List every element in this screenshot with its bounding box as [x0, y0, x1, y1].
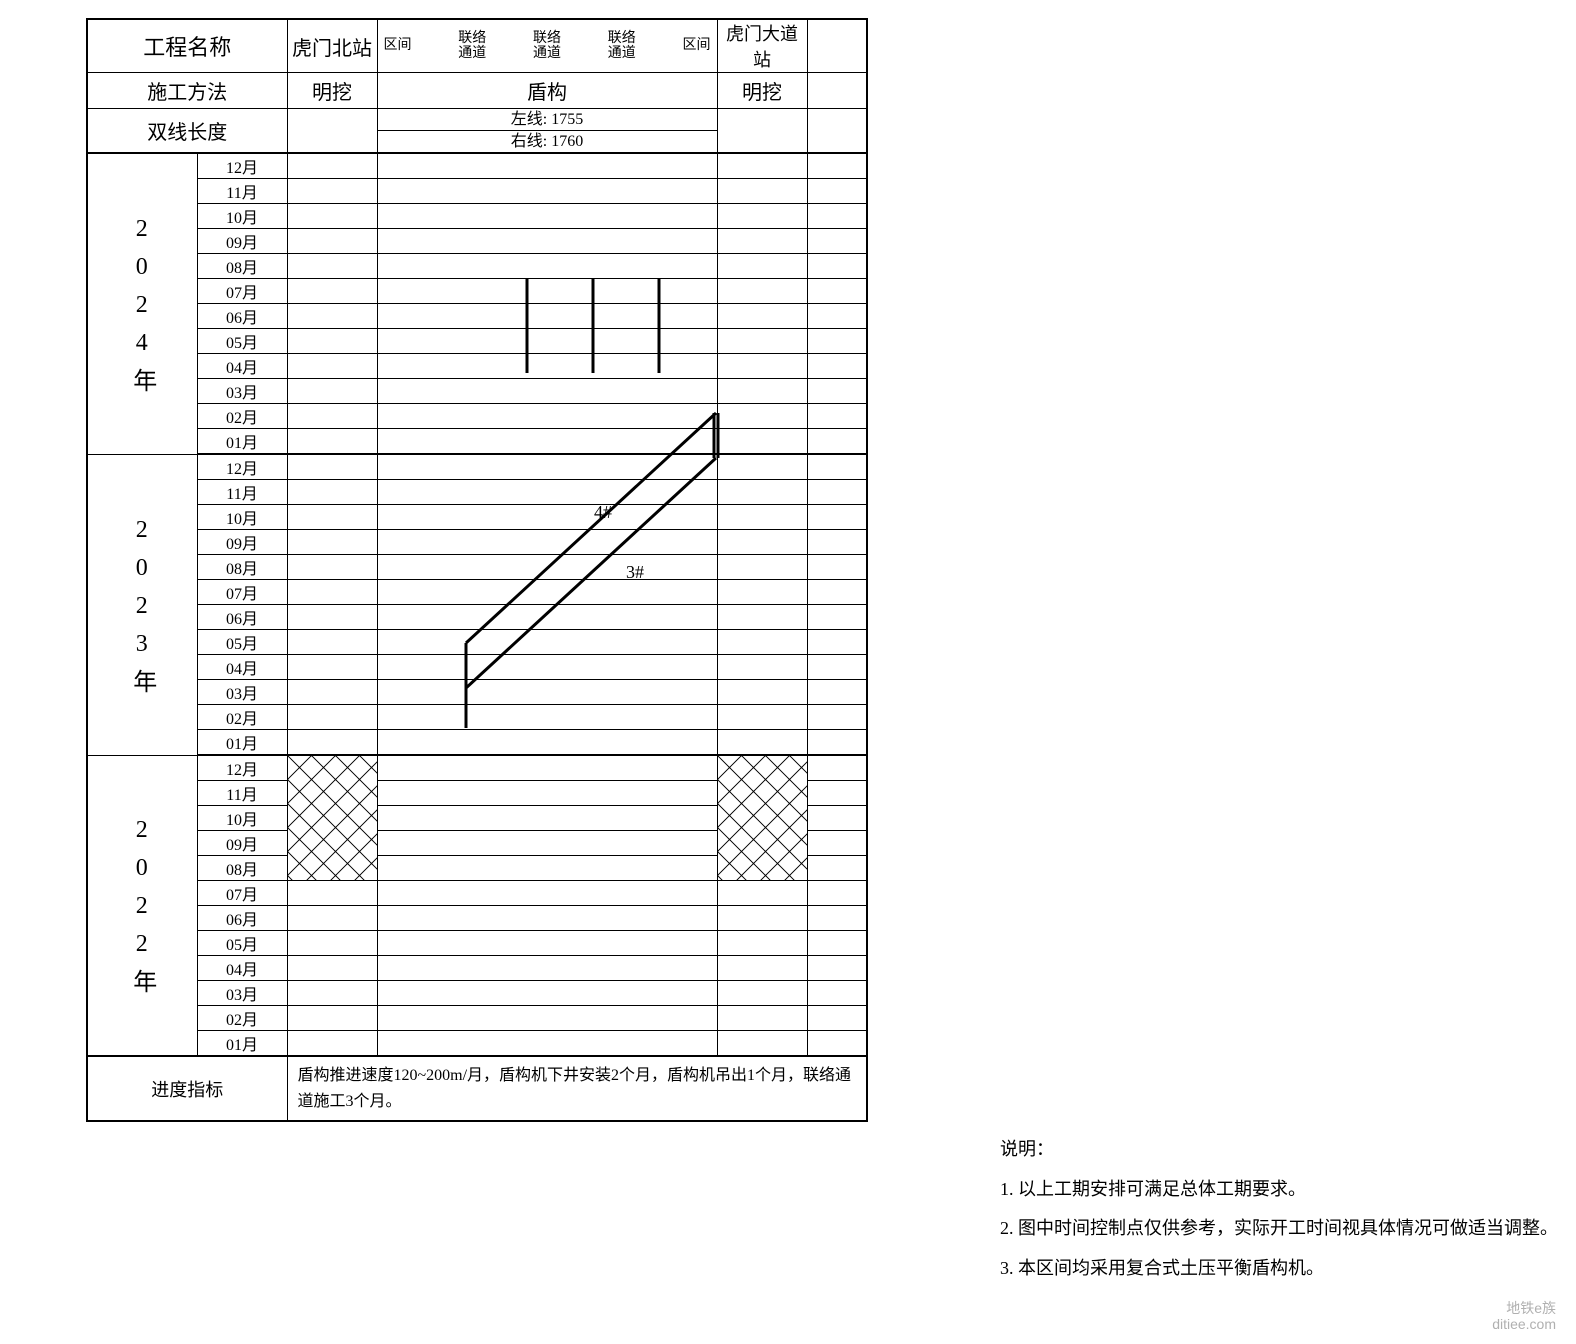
m-2024-09: 09月 [197, 229, 287, 254]
m-2022-09: 09月 [197, 831, 287, 856]
hdr-passage-3: 联络 通道 [608, 31, 636, 62]
m-2023-07: 07月 [197, 580, 287, 605]
hatch-station1 [287, 755, 377, 881]
hdr-tail-3 [807, 109, 867, 154]
hdr-mid-sections: 区间 联络 通道 联络 通道 联络 通道 区间 [377, 19, 717, 73]
m-2022-06: 06月 [197, 906, 287, 931]
c-2024-12-t [807, 153, 867, 179]
hdr-method-mid: 盾构 [377, 73, 717, 109]
hdr-tail-1 [807, 19, 867, 73]
hatch-station2 [717, 755, 807, 881]
m-2022-01: 01月 [197, 1031, 287, 1057]
hdr-lengths-label: 双线长度 [87, 109, 287, 154]
m-2024-01: 01月 [197, 429, 287, 455]
hdr-lengths-s2 [717, 109, 807, 154]
hdr-section-right: 区间 [683, 38, 711, 53]
c-2024-12-s2 [717, 153, 807, 179]
m-2023-11: 11月 [197, 480, 287, 505]
hdr-passage-2: 联络 通道 [533, 31, 561, 62]
notes-title: 说明： [1000, 1130, 1558, 1170]
m-2022-12: 12月 [197, 755, 287, 781]
notes-item-3: 3. 本区间均采用复合式土压平衡盾构机。 [1000, 1249, 1558, 1289]
m-2024-08: 08月 [197, 254, 287, 279]
hdr-section-left: 区间 [384, 38, 412, 53]
m-2023-04: 04月 [197, 655, 287, 680]
hdr-passage-1: 联络 通道 [458, 31, 486, 62]
m-2022-04: 04月 [197, 956, 287, 981]
m-2024-06: 06月 [197, 304, 287, 329]
m-2024-11: 11月 [197, 179, 287, 204]
c-2024-12-s1 [287, 153, 377, 179]
notes-block: 说明： 1. 以上工期安排可满足总体工期要求。 2. 图中时间控制点仅供参考，实… [1000, 1130, 1558, 1288]
m-2024-04: 04月 [197, 354, 287, 379]
m-2023-02: 02月 [197, 705, 287, 730]
footer-text: 盾构推进速度120~200m/月，盾构机下井安装2个月，盾构机吊出1个月，联络通… [287, 1056, 867, 1121]
watermark: 地铁e族 ditiee.com [1492, 1301, 1556, 1332]
m-2022-07: 07月 [197, 881, 287, 906]
m-2023-03: 03月 [197, 680, 287, 705]
m-2024-10: 10月 [197, 204, 287, 229]
year-2022: 2022年 [87, 755, 197, 1056]
m-2023-06: 06月 [197, 605, 287, 630]
m-2022-02: 02月 [197, 1006, 287, 1031]
m-2023-05: 05月 [197, 630, 287, 655]
m-2023-10: 10月 [197, 505, 287, 530]
watermark-l1: 地铁e族 [1492, 1301, 1556, 1316]
page-root: 工程名称 虎门北站 区间 联络 通道 联络 通道 联络 通道 区间 虎门大道站 … [0, 0, 1576, 1344]
m-2023-01: 01月 [197, 730, 287, 756]
m-2022-08: 08月 [197, 856, 287, 881]
hdr-project-label: 工程名称 [87, 19, 287, 73]
m-2022-03: 03月 [197, 981, 287, 1006]
hdr-station1: 虎门北站 [287, 19, 377, 73]
m-2024-07: 07月 [197, 279, 287, 304]
m-2022-05: 05月 [197, 931, 287, 956]
year-2023: 2023年 [87, 454, 197, 755]
hdr-method-s1: 明挖 [287, 73, 377, 109]
m-2023-09: 09月 [197, 530, 287, 555]
c-2024-12-mid [377, 153, 717, 179]
right-line-length: 右线: 1760 [378, 131, 717, 152]
hdr-method-label: 施工方法 [87, 73, 287, 109]
schedule-table: 工程名称 虎门北站 区间 联络 通道 联络 通道 联络 通道 区间 虎门大道站 … [86, 18, 868, 1122]
hdr-tail-2 [807, 73, 867, 109]
footer-label: 进度指标 [87, 1056, 287, 1121]
year-2024: 2024年 [87, 153, 197, 454]
hdr-station2: 虎门大道站 [717, 19, 807, 73]
m-2022-11: 11月 [197, 781, 287, 806]
left-line-length: 左线: 1755 [378, 109, 717, 131]
notes-item-2: 2. 图中时间控制点仅供参考，实际开工时间视具体情况可做适当调整。 [1000, 1209, 1558, 1249]
hdr-method-s2: 明挖 [717, 73, 807, 109]
hdr-lengths-mid: 左线: 1755 右线: 1760 [377, 109, 717, 154]
m-2022-10: 10月 [197, 806, 287, 831]
m-2023-12: 12月 [197, 454, 287, 480]
m-2024-05: 05月 [197, 329, 287, 354]
m-2024-12: 12月 [197, 153, 287, 179]
hdr-lengths-s1 [287, 109, 377, 154]
m-2024-02: 02月 [197, 404, 287, 429]
m-2024-03: 03月 [197, 379, 287, 404]
notes-item-1: 1. 以上工期安排可满足总体工期要求。 [1000, 1170, 1558, 1210]
watermark-l2: ditiee.com [1492, 1317, 1556, 1332]
m-2023-08: 08月 [197, 555, 287, 580]
